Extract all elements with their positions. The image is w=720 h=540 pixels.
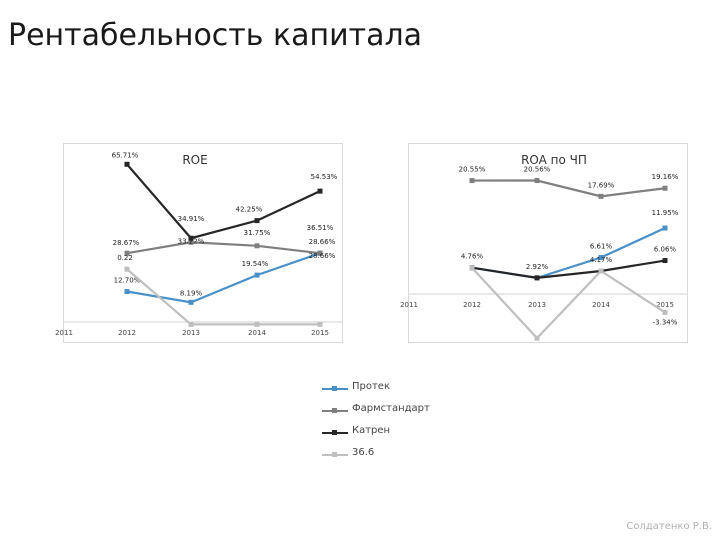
footer-author: Солдатенко Р.В. [626,521,712,532]
series-line [471,266,666,340]
legend-item-36-6: 36.6 [322,444,482,466]
data-label: 2.92% [526,263,549,271]
chart-title: ROE [182,153,207,167]
data-label: 20.56% [524,166,551,174]
data-point [317,250,323,256]
data-label: 33.22% [178,237,205,245]
data-point [188,299,194,305]
data-point [188,321,194,327]
roa-chart: ROA по ЧП 2011 2012 2013 2014 2015 4.76% 2.92% 6… [400,153,687,341]
data-label: 42.25% [236,206,263,214]
data-point [124,250,130,256]
legend-marker [332,452,337,457]
data-point [534,178,540,184]
data-label-extra: 36.51% [307,224,334,232]
data-label: 20.55% [459,166,486,174]
x-tick-label: 2014 [592,301,610,309]
data-point [598,193,604,199]
data-label: 6.06% [654,246,677,254]
data-point [124,161,130,167]
legend-label: 36.6 [352,447,375,458]
data-label: 11.95% [652,209,679,217]
data-point [254,218,260,224]
x-tick-label: 2014 [248,329,266,337]
data-label: 19.16% [652,173,679,181]
data-point [469,265,475,271]
series-line [126,163,321,240]
data-label: 8.19% [180,289,203,297]
x-tick-label: 2015 [656,301,674,309]
data-point [317,188,323,194]
legend-marker [332,408,337,413]
data-label: 12.70% [114,277,141,285]
slide-title: Рентабельность капитала [8,18,423,53]
chart-title: ROA по ЧП [521,153,587,167]
data-label: 28.67% [113,239,140,247]
data-point [254,321,260,327]
data-point [317,321,323,327]
data-point [254,243,260,249]
data-label: 54.53% [311,173,338,181]
legend-item-pharmstandard: Фармстандарт [322,400,482,422]
legend-marker [332,386,337,391]
x-tick-label: 2012 [118,329,136,337]
roe-chart: ROE 2011 2012 2013 2014 2015 12.70% 8.19% 19.54%… [55,151,342,337]
data-label: 17.69% [588,181,615,189]
data-point [662,309,668,315]
roe-chart-panel: ROE 2011 2012 2013 2014 2015 12.70% 8.19% 19.54%… [55,143,343,343]
roa-chart-panel: ROA по ЧП 2011 2012 2013 2014 2015 4.76% 2.92% 6… [400,143,688,343]
x-tick-label: 2011 [400,301,418,309]
x-tick-label: 2013 [182,329,200,337]
data-point [188,235,194,241]
x-tick-label: 2013 [528,301,546,309]
series-line [126,241,321,255]
legend-marker [332,430,337,435]
data-point [254,272,260,278]
data-label: 28.66% [309,252,336,260]
series-line [471,259,666,279]
data-point [124,289,130,295]
data-point [188,239,194,245]
data-label: 19.54% [242,260,269,268]
data-point [662,185,668,191]
data-point [598,255,604,261]
data-label: 31.75% [244,229,271,237]
data-point [662,225,668,231]
legend-label: Катрен [352,425,391,436]
legend-item-katren: Катрен [322,422,482,444]
data-label: 0.22 [117,254,133,262]
data-point [469,178,475,184]
x-tick-label: 2012 [463,301,481,309]
legend-label: Протек [352,381,391,392]
data-label: -3.34% [653,318,678,326]
data-label: 4.17% [590,256,613,264]
series-line [471,179,666,198]
data-point [124,266,130,272]
chart-legend: Протек Фармстандарт Катрен 36.6 [322,378,482,466]
data-label: 4.76% [461,253,484,261]
data-point [534,335,540,341]
data-label: 6.61% [590,243,613,251]
x-tick-label: 2015 [311,329,329,337]
x-tick-label: 2011 [55,329,73,337]
series-line [126,268,320,326]
data-point [662,258,668,264]
data-point [598,268,604,274]
data-point [534,275,540,281]
legend-item-protek: Протек [322,378,482,400]
series-line [471,227,666,280]
data-label: 34.91% [178,215,205,223]
legend-label: Фармстандарт [352,403,430,414]
data-label: 65.71% [112,151,139,159]
data-label: 28.66% [309,238,336,246]
